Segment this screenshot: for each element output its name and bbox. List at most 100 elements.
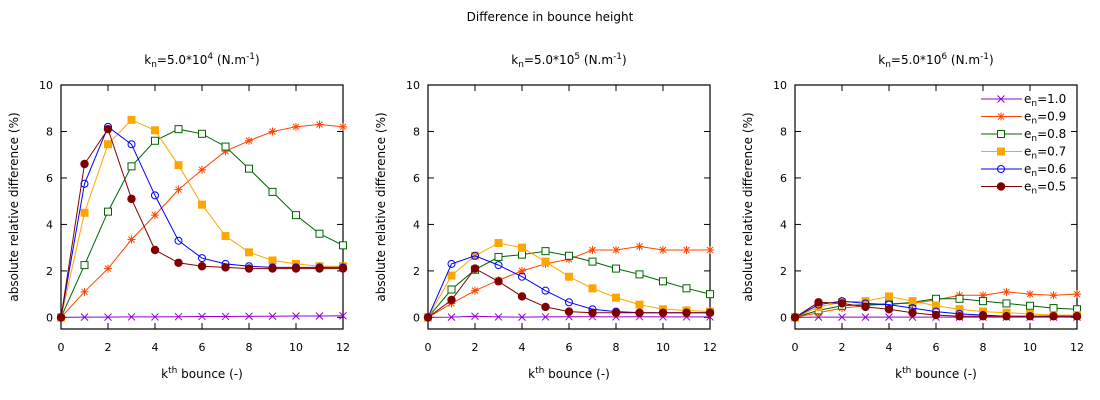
legend-label: en=0.6 [1024,162,1066,179]
data-point [292,122,300,131]
x-tick-label: 12 [336,341,350,354]
data-point [588,284,597,293]
data-point [1049,291,1058,300]
data-point [1002,312,1011,321]
data-point [104,313,112,322]
legend: en=1.0en=0.9en=0.8en=0.7en=0.6en=0.5 [981,92,1066,197]
data-point [861,313,870,322]
data-point [127,194,136,204]
data-point [447,285,456,294]
data-point [1025,312,1035,321]
data-point [174,185,183,194]
data-point [635,242,644,251]
y-tick-label: 4 [780,218,787,231]
data-point [315,229,324,238]
data-point [245,136,253,145]
y-tick-label: 2 [46,265,53,278]
data-point [1002,299,1011,308]
x-tick-label: 2 [105,341,112,354]
x-tick-label: 8 [613,341,620,354]
legend-marker [997,147,1005,156]
series-0-7 [57,115,347,322]
y-tick-label: 6 [46,172,53,185]
data-point [1049,304,1058,313]
data-point [56,313,66,322]
data-point [790,313,800,322]
data-point [541,286,550,295]
data-point [471,312,479,321]
data-point [174,236,183,245]
data-point [588,308,597,317]
data-point [541,247,550,256]
data-point [1073,290,1081,299]
data-point [861,297,870,306]
data-point [197,262,207,271]
legend-marker [997,112,1005,121]
y-tick-label: 0 [46,311,53,324]
data-point [244,264,254,273]
data-point [221,232,230,241]
data-point [198,254,206,263]
y-tick-label: 4 [46,218,53,231]
data-point [814,298,823,307]
data-point [150,245,160,255]
x-tick-label: 10 [289,341,303,354]
y-tick-label: 10 [773,79,787,92]
data-point [221,263,230,272]
y-tick-label: 0 [780,311,787,324]
panel-title: kn=5.0*106 (N.m-1) [878,52,993,70]
legend-label: en=0.9 [1024,110,1066,127]
data-point [80,159,89,169]
data-point [104,140,112,149]
x-axis-label: kth bounce (-) [161,366,243,381]
data-point [198,312,206,321]
data-point [292,312,300,320]
legend-label: en=0.8 [1024,127,1066,144]
legend-marker [997,165,1005,173]
data-point [541,257,550,266]
series-0-5 [790,298,1082,322]
data-point [659,245,667,254]
data-point [221,142,230,151]
y-tick-label: 6 [413,172,420,185]
data-point [517,292,527,301]
data-point [518,313,526,322]
data-point [292,211,300,220]
x-tick-label: 4 [519,341,526,354]
panel-2: kn=5.0*105 (N.m-1) 0 2 4 6 8 10 0 2 4 6 8 10 12 absolu… [374,52,717,381]
x-tick-label: 8 [246,341,253,354]
y-axis-label: absolute relative difference (%) [374,112,388,301]
data-point [588,245,597,254]
data-point [978,312,988,321]
data-point [1072,312,1082,321]
data-point [103,124,113,134]
data-point [221,312,230,321]
data-point [80,261,89,270]
series-0-9 [57,120,347,322]
y-tick-label: 2 [780,265,787,278]
data-point [447,271,456,280]
data-point [174,161,183,170]
data-point [979,297,987,306]
legend-label: en=0.7 [1024,145,1066,162]
data-point [1026,290,1034,299]
data-point [518,272,526,281]
legend-entry: en=0.7 [981,145,1066,162]
data-point [245,312,253,321]
data-point [838,313,846,322]
x-tick-label: 2 [472,341,479,354]
data-point [931,310,941,320]
x-tick-label: 0 [792,341,799,354]
data-point [565,251,573,260]
data-point [315,264,324,273]
data-point [955,305,964,314]
data-point [315,120,324,129]
x-tick-label: 12 [703,341,717,354]
y-tick-label: 8 [46,125,53,138]
data-point [127,313,136,321]
y-tick-label: 0 [413,311,420,324]
data-point [127,140,136,149]
data-point [518,243,526,252]
series-1-0 [57,311,347,322]
data-point [104,207,112,216]
